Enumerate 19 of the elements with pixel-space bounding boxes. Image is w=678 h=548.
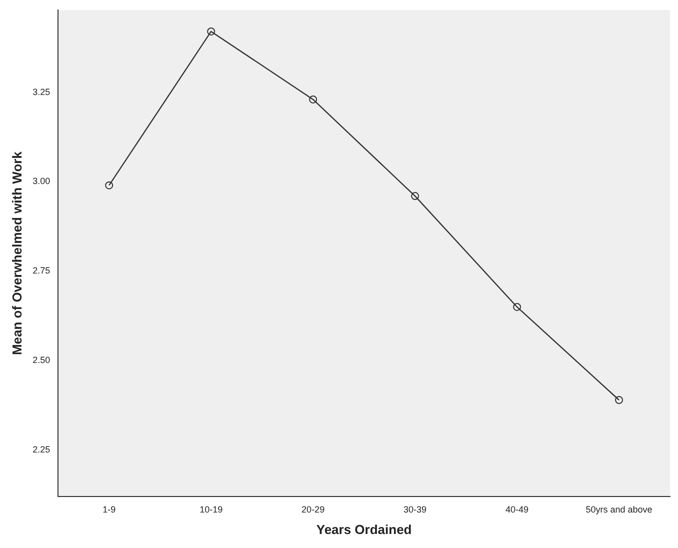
x-axis-title: Years Ordained <box>316 522 412 537</box>
x-tick-label: 20-29 <box>302 504 325 514</box>
y-tick-label: 2.25 <box>32 444 50 455</box>
y-tick-label: 2.50 <box>32 355 50 366</box>
y-tick-label: 2.75 <box>32 266 50 276</box>
y-tick-label: 3.25 <box>32 86 50 97</box>
x-tick-label: 30-39 <box>404 504 427 514</box>
point <box>411 192 420 200</box>
x-tick-label: 40-49 <box>506 504 529 514</box>
point <box>207 27 216 36</box>
point <box>513 302 522 311</box>
point <box>615 396 624 404</box>
point <box>309 95 318 104</box>
x-tick-label: 1-9 <box>102 504 116 514</box>
x-tick-label: 10-19 <box>200 504 223 514</box>
y-axis-title: Mean of Overwhelmed with Work <box>9 150 24 356</box>
x-tick-label: 50yrs and above <box>586 504 652 514</box>
y-tick-label: 3.00 <box>32 176 50 186</box>
point <box>105 181 114 190</box>
